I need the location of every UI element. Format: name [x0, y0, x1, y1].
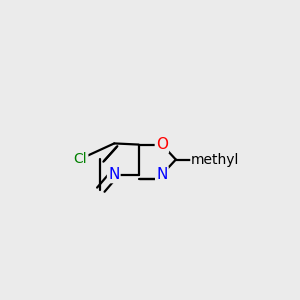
Text: N: N — [156, 167, 168, 182]
Text: Cl: Cl — [74, 152, 87, 166]
Text: N: N — [108, 167, 119, 182]
Text: methyl: methyl — [191, 153, 239, 166]
Text: O: O — [156, 137, 168, 152]
